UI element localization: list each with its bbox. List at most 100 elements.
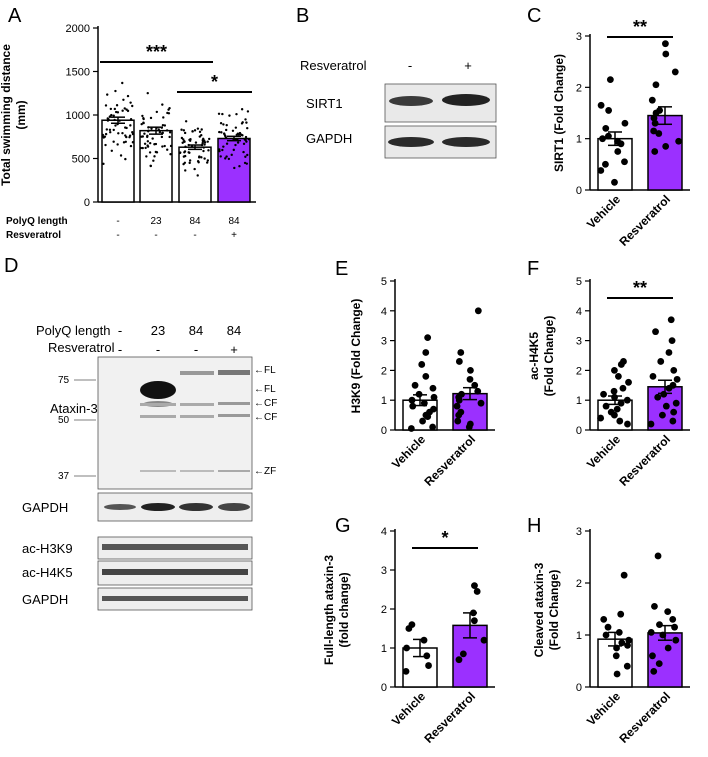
c-data-point [656, 107, 664, 114]
f-data-point [654, 393, 662, 401]
f-y-tick-label: 2 [576, 365, 582, 377]
d-ataxin3-label: Ataxin-3 [50, 401, 98, 416]
d-resv-lane-3: - [194, 342, 198, 357]
f-y-axis-label-line: (Fold Change) [542, 316, 556, 397]
g-y-axis-label-line: (fold change) [337, 572, 351, 647]
d-band-cf-23b [140, 403, 176, 406]
a-data-point [244, 135, 248, 139]
d-gapdh-band-3 [179, 503, 213, 511]
h-data-point [618, 639, 626, 647]
d-band-cf2-84 [180, 415, 214, 418]
h-data-point [600, 616, 608, 623]
c-data-point [605, 132, 612, 140]
a-data-point [224, 157, 227, 160]
d-gapdh-band-4 [218, 503, 250, 511]
a-data-point [244, 155, 247, 158]
h-data-point [623, 662, 631, 670]
e-data-point [430, 405, 437, 413]
a-data-point [227, 157, 231, 161]
a-data-point [240, 122, 244, 125]
f-data-point [659, 411, 666, 419]
f-data-point [607, 408, 615, 416]
d-arrow-fl-2: ←FL [254, 384, 276, 395]
c-data-point [621, 158, 628, 166]
f-data-point [614, 372, 622, 380]
a-data-point [161, 103, 164, 106]
f-y-tick-label: 1 [576, 395, 582, 407]
f-y-tick-label: 0 [576, 425, 582, 437]
f-data-point [611, 367, 618, 374]
c-data-point [605, 107, 613, 114]
a-data-point [143, 142, 147, 145]
a-data-point [158, 130, 162, 134]
a-data-point [221, 112, 224, 116]
a-data-point [146, 140, 150, 143]
d-band-zf-84 [180, 470, 214, 472]
d-polyq-lane-2: 23 [151, 323, 165, 338]
a-data-point [234, 143, 237, 147]
a-data-point [206, 140, 209, 143]
e-y-tick-label: 3 [381, 336, 387, 348]
h-data-point [613, 670, 621, 678]
a-data-point [169, 153, 172, 156]
f-data-point [662, 402, 670, 410]
a-data-point [128, 134, 132, 137]
f-data-point [649, 372, 657, 380]
a-data-point [166, 148, 169, 151]
e-y-tick-label: 4 [381, 306, 387, 318]
a-data-point [220, 131, 223, 134]
a-resv-value-3: - [193, 230, 196, 241]
chart-f-ac-h4k5: 0 1 2 3 4 5 ac-H4K5(Fold Change) VehicleResvera… [527, 276, 690, 489]
b-lane-plus: + [464, 58, 472, 73]
panel-label-h: H [527, 515, 541, 537]
g-y-tick-label: 2 [381, 604, 387, 616]
d-arrow-fl-1: ←FL [254, 365, 276, 376]
a-data-point [203, 143, 206, 146]
c-data-point [655, 130, 663, 137]
g-y-axis-label-line: Full-length ataxin-3 [322, 555, 336, 665]
a-data-point [194, 141, 198, 144]
g-y-tick-label: 4 [381, 526, 387, 538]
a-data-point [183, 150, 187, 153]
g-category-label: Vehicle [389, 689, 428, 728]
e-data-point [466, 375, 474, 383]
panel-label-g: G [335, 515, 351, 537]
a-data-point [112, 128, 115, 132]
c-data-point [621, 119, 629, 127]
a-data-point [148, 151, 152, 154]
a-data-point [188, 138, 191, 142]
e-data-point [409, 402, 417, 410]
a-data-point [163, 124, 167, 127]
c-data-point [671, 68, 679, 76]
b-gapdh-label: GAPDH [306, 131, 352, 146]
a-data-point [161, 123, 165, 127]
g-y-tick-label: 0 [381, 682, 387, 694]
a-data-point [104, 104, 108, 107]
c-data-point [602, 124, 610, 132]
a-data-point [113, 107, 117, 111]
a-data-point [233, 166, 236, 170]
a-data-point [188, 159, 192, 162]
a-data-point [146, 91, 149, 95]
a-data-point [141, 114, 144, 118]
f-data-point [620, 358, 627, 365]
a-data-point [225, 123, 228, 127]
b-sirt1-label: SIRT1 [306, 96, 343, 111]
a-data-point [228, 114, 231, 117]
a-data-point [231, 129, 235, 132]
a-data-point [208, 137, 211, 141]
g-data-point [403, 644, 410, 652]
e-data-point [407, 425, 415, 432]
f-y-tick-label: 5 [576, 276, 582, 288]
f-data-point [616, 417, 624, 425]
g-data-point [471, 582, 478, 589]
c-y-tick-label: 2 [576, 82, 582, 94]
a-data-point [153, 143, 156, 146]
chart-h-cleaved-ataxin3: 0 1 2 3 Cleaved ataxin-3(Fold Change) Vehicle… [532, 526, 690, 746]
g-y-tick-label: 3 [381, 565, 387, 577]
a-y-axis-label: Total swimming distance(mm) [0, 44, 28, 186]
g-data-point [402, 668, 410, 675]
a-data-point [141, 146, 144, 150]
a-data-point [110, 149, 113, 153]
